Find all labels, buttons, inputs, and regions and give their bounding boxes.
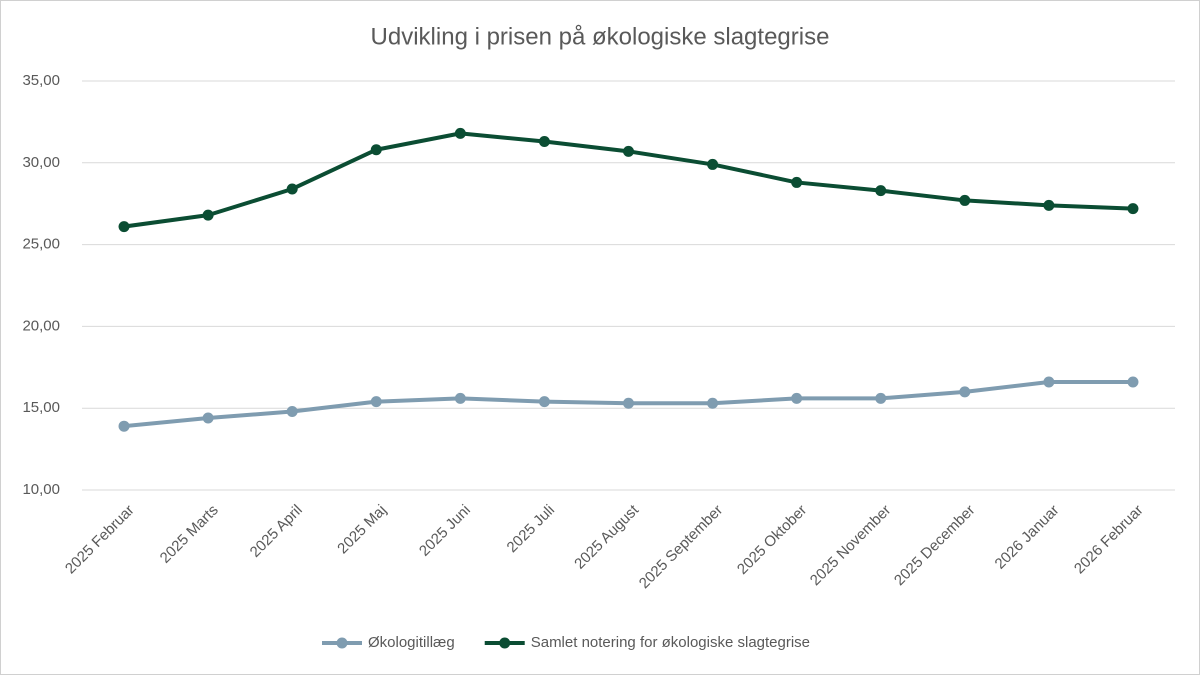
data-point: [791, 392, 803, 404]
data-point: [707, 158, 719, 170]
data-point: [202, 209, 214, 221]
data-point: [875, 392, 887, 404]
data-point: [623, 145, 634, 157]
data-point: [118, 420, 130, 432]
y-tick-label: 35,00: [22, 72, 60, 89]
legend-label: Økologitillæg: [368, 634, 455, 651]
data-point: [1127, 203, 1139, 215]
data-point: [370, 144, 382, 156]
chart-title: Udvikling i prisen på økologiske slagteg…: [371, 23, 830, 50]
data-point: [454, 127, 466, 139]
legend-marker: [336, 637, 348, 649]
data-point: [959, 194, 971, 206]
y-tick-label: 25,00: [22, 236, 60, 253]
data-point: [959, 386, 971, 398]
legend-label: Samlet notering for økologiske slagtegri…: [531, 634, 810, 651]
data-point: [286, 405, 298, 417]
data-point: [1043, 376, 1055, 388]
y-tick-label: 30,00: [22, 154, 60, 171]
data-point: [202, 412, 214, 424]
data-point: [875, 185, 887, 197]
data-point: [791, 176, 803, 188]
data-point: [1127, 376, 1139, 388]
data-point: [623, 397, 634, 409]
data-point: [370, 396, 382, 408]
data-point: [538, 396, 550, 408]
legend-marker: [499, 637, 511, 649]
y-tick-label: 10,00: [22, 481, 60, 498]
data-point: [1043, 199, 1055, 211]
data-point: [118, 221, 130, 233]
data-point: [538, 136, 550, 148]
y-tick-label: 20,00: [22, 317, 60, 334]
y-tick-label: 15,00: [22, 399, 60, 416]
data-point: [454, 392, 466, 404]
data-point: [707, 397, 719, 409]
data-point: [286, 183, 298, 195]
